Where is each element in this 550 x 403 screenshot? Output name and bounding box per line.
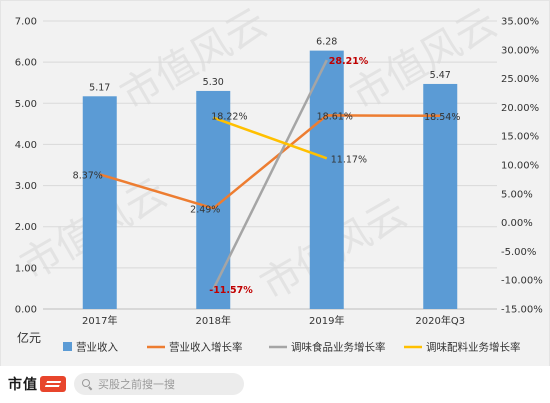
y-right-tick-label: 5.00% [501,189,533,200]
unit-label: 亿元 [17,330,41,345]
y-right-tick-label: 10.00% [501,161,539,172]
y-left-tick-label: 1.00 [15,263,37,274]
y-left-tick-label: 6.00 [15,58,37,69]
bar [423,83,458,309]
x-tick-label: 2017年 [82,314,117,327]
y-right-tick-label: 0.00% [501,218,533,229]
bar-data-label: 5.30 [203,77,224,88]
x-tick-label: 2018年 [196,314,231,327]
y-right-tick-label: -10.00% [501,276,543,287]
y-left-tick-label: 0.00 [15,305,37,316]
search-icon [82,379,92,389]
x-tick-label: 2019年 [309,314,344,327]
y-left-tick-label: 5.00 [15,99,37,110]
bar-data-label: 6.28 [316,37,337,48]
line-data-label: 2.49% [190,204,220,215]
x-tick-label: 2020年Q3 [415,314,465,327]
y-left-tick-label: 4.00 [15,140,37,151]
brand-logo[interactable]: 市值 [8,373,66,395]
series-line [212,59,328,290]
y-right-tick-label: -5.00% [501,247,536,258]
line-data-label: 8.37% [73,170,103,181]
series-line [99,114,441,210]
search-placeholder: 买股之前搜一搜 [98,378,175,391]
bar-data-label: 5.17 [89,82,110,93]
search-box[interactable]: 买股之前搜一搜 [74,373,244,395]
line-data-label: 11.17% [331,154,367,165]
bar [309,50,344,309]
series-line [212,116,328,160]
y-right-tick-label: 30.00% [501,45,539,56]
y-right-tick-label: 35.00% [501,17,539,28]
y-right-tick-label: 20.00% [501,103,539,114]
legend-label: 营业收入增长率 [169,341,243,354]
y-right-tick-label: 25.00% [501,74,539,85]
brand-name: 市值 [8,377,38,393]
y-right-tick-label: -15.00% [501,305,543,316]
line-data-label: 18.61% [317,111,353,122]
legend-label: 营业收入 [76,341,118,354]
footer-bar: 市值 买股之前搜一搜 [0,366,550,402]
y-left-tick-label: 2.00 [15,222,37,233]
legend-swatch [63,342,72,351]
bar [82,96,117,309]
legend-label: 调味配料业务增长率 [426,341,521,354]
bar-data-label: 5.47 [430,70,451,81]
watermark-text: 市值风云 [113,1,275,120]
y-left-tick-label: 7.00 [15,17,37,28]
y-right-tick-label: 15.00% [501,132,539,143]
legend-label: 调味食品业务增长率 [291,341,386,354]
line-data-label: 28.21% [329,56,369,67]
line-data-label: 18.54% [424,112,460,123]
y-left-tick-label: 3.00 [15,181,37,192]
line-data-label: 18.22% [211,112,247,123]
brand-badge-icon [40,376,66,392]
line-data-label: -11.57% [209,285,253,296]
